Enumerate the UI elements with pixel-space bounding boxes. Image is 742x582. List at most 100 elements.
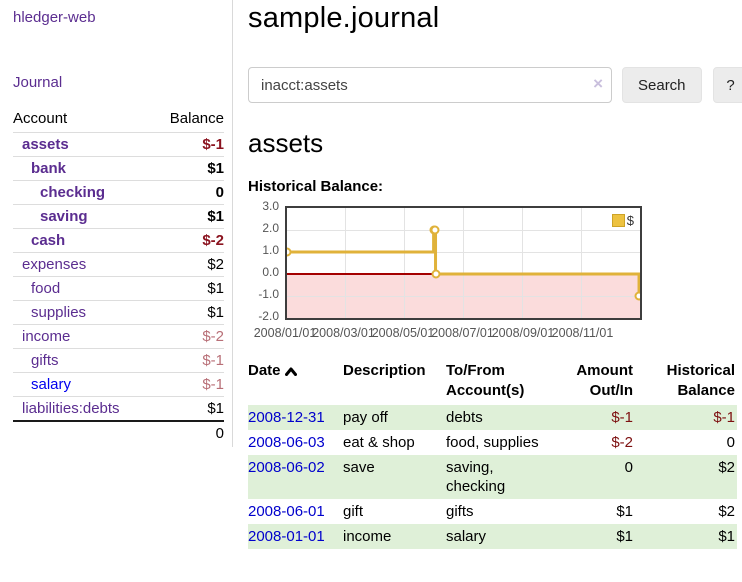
brand-link[interactable]: hledger-web — [13, 9, 96, 26]
chart-vgrid — [462, 208, 464, 318]
y-tick-label: -1.0 — [258, 287, 279, 301]
register-amount-cell: $1 — [557, 524, 641, 549]
register-row: 2008-12-31 pay off debts $-1 $-1 — [248, 405, 737, 430]
register-balance-cell: $2 — [718, 503, 735, 520]
transaction-date-link[interactable]: 2008-01-01 — [248, 528, 325, 545]
account-name-cell: income — [13, 324, 153, 349]
register-date-cell: 2008-12-31 — [248, 405, 343, 430]
register-balance-cell: $1 — [641, 524, 737, 549]
search-input-wrap: × — [248, 67, 612, 103]
account-balance: $-1 — [202, 376, 224, 393]
transaction-date-link[interactable]: 2008-12-31 — [248, 409, 325, 426]
register-amount-cell: $-1 — [557, 405, 641, 430]
account-balance: $-2 — [202, 232, 224, 249]
sidebar-account-link[interactable]: food — [31, 280, 61, 297]
register-amount-cell: 0 — [557, 455, 641, 499]
sidebar-item-journal[interactable]: Journal — [13, 74, 63, 91]
register-accounts-cell: debts — [446, 405, 557, 430]
register-amount-cell: $1 — [616, 503, 633, 520]
chart-vgrid — [522, 208, 524, 318]
sidebar-account-link[interactable]: checking — [40, 184, 106, 201]
sidebar-account-link[interactable]: saving — [40, 208, 88, 225]
account-name-cell: assets — [13, 132, 153, 157]
register-table: Date Description To/From Account(s) Amou… — [248, 359, 737, 549]
account-balance-cell: $-1 — [152, 132, 224, 157]
sidebar-account-link[interactable]: supplies — [31, 304, 87, 321]
accounts-total-row: 0 — [13, 420, 224, 445]
account-balance-cell: $1 — [152, 156, 224, 181]
register-date-cell: 2008-01-01 — [248, 524, 343, 549]
account-row: checking 0 — [13, 180, 224, 205]
account-balance: $1 — [207, 304, 224, 321]
sidebar-account-link[interactable]: expenses — [22, 256, 87, 273]
page-title: sample.journal — [248, 2, 440, 34]
account-balance-cell: $1 — [152, 204, 224, 229]
sidebar-account-link[interactable]: gifts — [31, 352, 59, 369]
sidebar-account-link[interactable]: liabilities:debts — [22, 400, 120, 417]
register-balance-cell: $-1 — [641, 405, 737, 430]
account-name-cell: food — [13, 276, 153, 301]
search-button[interactable]: Search — [622, 67, 702, 103]
register-date-cell: 2008-06-01 — [248, 499, 343, 524]
account-name-cell: checking — [13, 180, 153, 205]
account-balance-cell: 0 — [152, 180, 224, 205]
register-row: 2008-06-01 gift gifts $1 $2 — [248, 499, 737, 524]
balance-chart: 3.0 2.0 1.0 0.0 -1.0 -2.0 $ 2008/01/01 2008/03… — [248, 199, 648, 340]
help-button[interactable]: ? — [712, 67, 742, 103]
account-name-cell: liabilities:debts — [13, 396, 153, 421]
accounts-table-body: assets $-1 bank $1 checking 0 saving $1 cash $-2 e… — [13, 132, 224, 421]
account-row: bank $1 — [13, 156, 224, 181]
sidebar-account-link[interactable]: salary — [31, 376, 72, 393]
chart-hgrid — [287, 230, 640, 231]
x-tick-label: 2008/07/01 — [431, 326, 494, 340]
account-balance: $1 — [207, 208, 224, 225]
y-tick-label: -2.0 — [258, 309, 279, 323]
accounts-table: Account Balance assets $-1 bank $1 checking 0… — [13, 107, 224, 445]
register-description-cell: income — [343, 524, 446, 549]
transaction-date-link[interactable]: 2008-06-01 — [248, 503, 325, 520]
register-amount-cell: $-2 — [611, 434, 633, 451]
account-row: assets $-1 — [13, 132, 224, 157]
accounts-total-value: 0 — [152, 420, 224, 445]
account-balance-cell: $1 — [152, 396, 224, 421]
account-row: salary $-1 — [13, 372, 224, 397]
register-description-cell: eat & shop — [343, 434, 415, 451]
account-balance-cell: $-1 — [152, 372, 224, 397]
sidebar-account-link[interactable]: cash — [31, 232, 66, 249]
sidebar-account-link[interactable]: bank — [31, 160, 67, 177]
x-tick-label: 2008/09/01 — [491, 326, 555, 340]
register-row: 2008-01-01 income salary $1 $1 — [248, 524, 737, 549]
transaction-date-link[interactable]: 2008-06-02 — [248, 459, 325, 476]
chart-plot-inner — [287, 208, 640, 318]
accounts-header-balance: Balance — [169, 110, 224, 127]
account-balance: $-1 — [202, 136, 224, 153]
register-accounts-cell: saving, checking — [446, 455, 557, 499]
sidebar-account-link[interactable]: assets — [22, 136, 69, 153]
account-row: gifts $-1 — [13, 348, 224, 373]
sidebar-account-link[interactable]: income — [22, 328, 71, 345]
account-balance-cell: $1 — [152, 276, 224, 301]
account-balance: 0 — [215, 184, 224, 201]
register-balance-cell: $2 — [641, 455, 737, 499]
account-row: liabilities:debts $1 — [13, 396, 224, 421]
account-balance: $1 — [207, 400, 224, 417]
search-input[interactable] — [248, 67, 612, 103]
register-date-cell: 2008-06-02 — [248, 455, 343, 499]
transaction-date-link[interactable]: 2008-06-03 — [248, 434, 325, 451]
register-description-cell: pay off — [343, 405, 446, 430]
register-header-row: Date Description To/From Account(s) Amou… — [248, 359, 737, 405]
register-header-date[interactable]: Date — [248, 359, 343, 405]
y-tick-label: 3.0 — [262, 199, 279, 213]
search-form: × Search ? — [248, 67, 742, 103]
account-name-cell: supplies — [13, 300, 153, 325]
clear-search-icon[interactable]: × — [593, 74, 603, 93]
chart-vgrid — [581, 208, 583, 318]
account-balance: $1 — [207, 160, 224, 177]
account-balance-cell: $-2 — [152, 228, 224, 253]
x-tick-label: 2008/01/01 — [253, 326, 317, 340]
account-balance: $2 — [207, 256, 224, 273]
register-description-cell: save — [343, 455, 446, 499]
account-heading: assets — [248, 128, 324, 158]
account-name-cell: salary — [13, 372, 153, 397]
accounts-header-account: Account — [13, 110, 68, 127]
